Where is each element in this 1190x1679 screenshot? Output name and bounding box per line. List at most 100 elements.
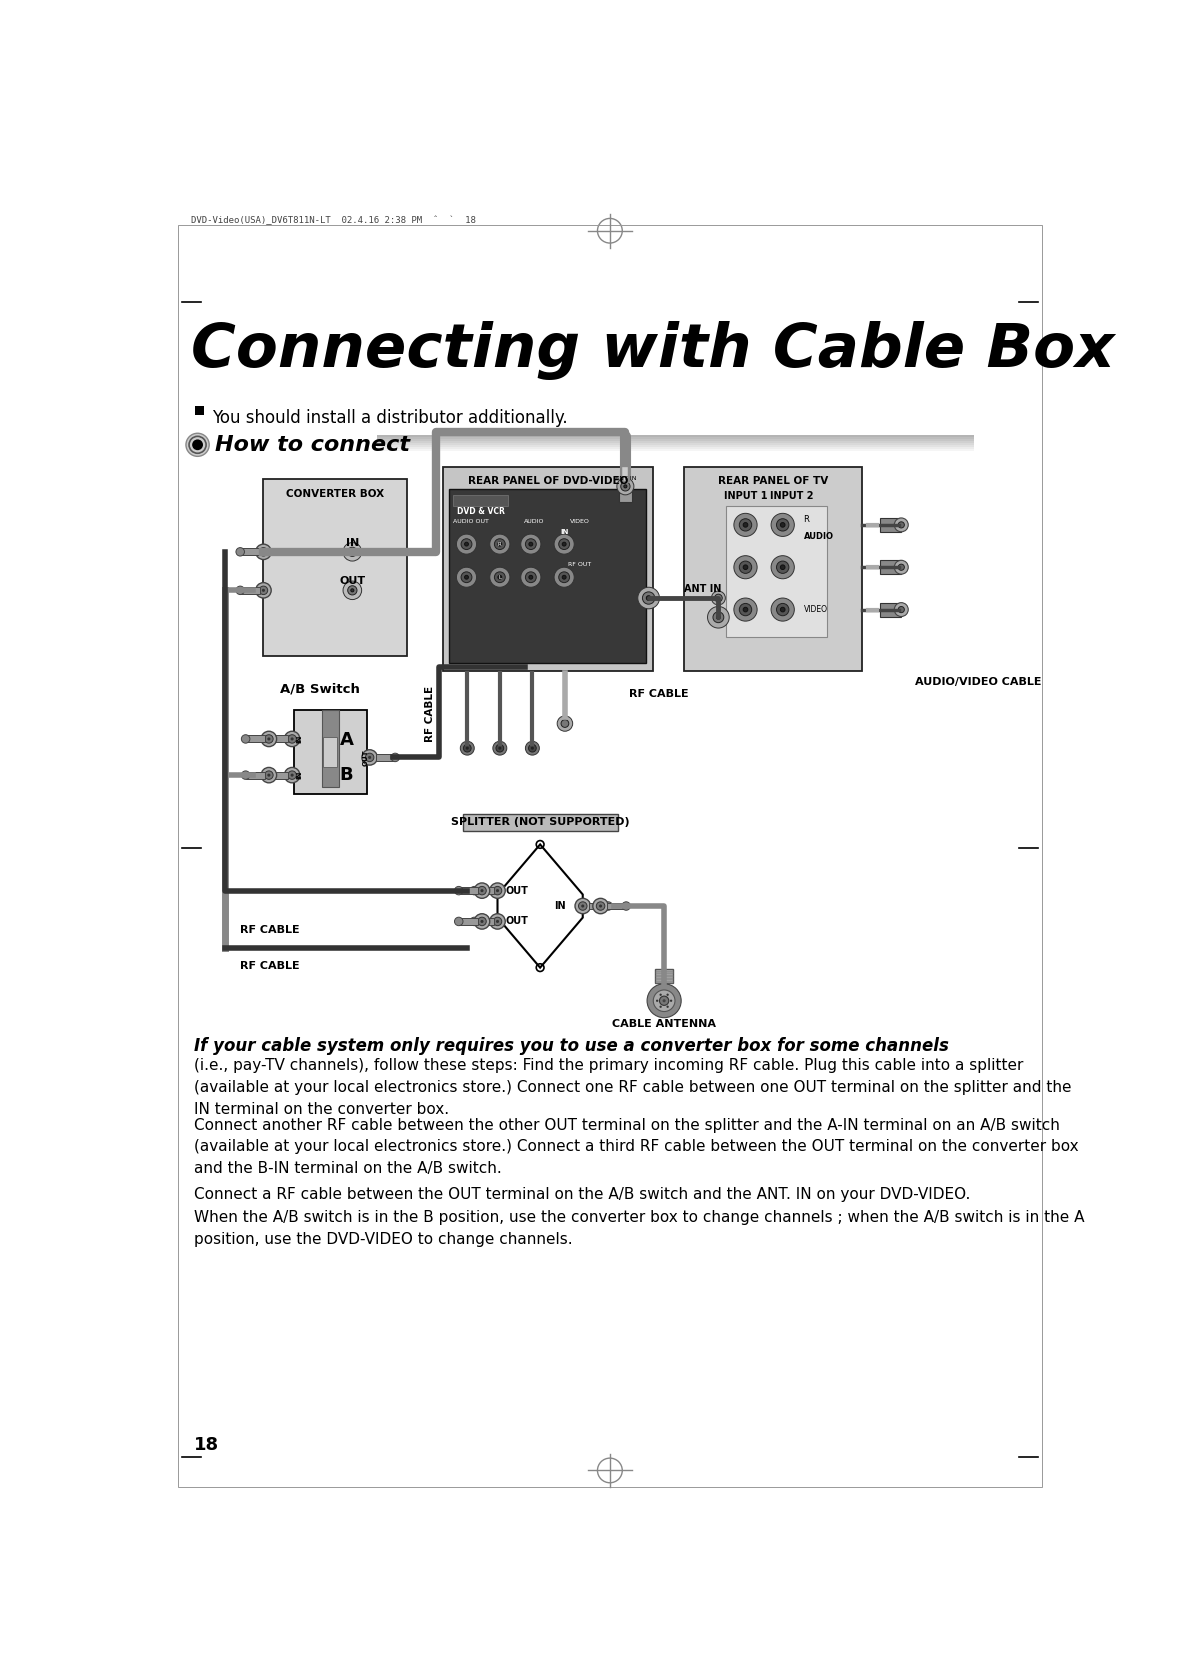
Circle shape (739, 519, 752, 531)
Text: OUT: OUT (339, 576, 365, 586)
Circle shape (599, 905, 602, 908)
Circle shape (490, 883, 506, 898)
Circle shape (264, 735, 274, 744)
Text: A/B Switch: A/B Switch (281, 683, 361, 695)
Circle shape (596, 902, 605, 910)
Circle shape (463, 744, 471, 752)
Text: DVD-Video(USA)_DV6T811N-LT  02.4.16 2:38 PM  ˆ  `  18: DVD-Video(USA)_DV6T811N-LT 02.4.16 2:38 … (192, 215, 476, 225)
Bar (321, 710, 339, 787)
Text: SPLITTER (NOT SUPPORTED): SPLITTER (NOT SUPPORTED) (451, 818, 630, 828)
Bar (654, 969, 674, 982)
Circle shape (186, 433, 209, 457)
Circle shape (898, 522, 904, 527)
Circle shape (663, 999, 665, 1002)
Circle shape (351, 589, 353, 593)
Circle shape (455, 887, 463, 895)
Circle shape (777, 561, 789, 574)
Circle shape (739, 603, 752, 616)
Circle shape (461, 740, 475, 756)
Circle shape (457, 568, 476, 588)
Bar (726, 505, 827, 636)
Circle shape (578, 902, 587, 910)
Circle shape (493, 917, 502, 925)
Circle shape (477, 887, 487, 895)
Bar (619, 487, 632, 502)
Bar (377, 445, 975, 447)
Bar (656, 972, 672, 974)
Circle shape (284, 767, 300, 782)
Circle shape (659, 996, 669, 1006)
Circle shape (493, 887, 502, 895)
Circle shape (659, 1006, 662, 1007)
Text: CABLE ANTENNA: CABLE ANTENNA (612, 1019, 716, 1029)
Text: VIDEO: VIDEO (570, 519, 589, 524)
Bar (450, 489, 646, 663)
Circle shape (744, 608, 747, 611)
Text: When the A/B switch is in the B position, use the converter box to change channe: When the A/B switch is in the B position… (194, 1211, 1084, 1247)
Bar (294, 710, 368, 794)
Text: RF CABLE: RF CABLE (240, 962, 300, 972)
Circle shape (351, 551, 353, 554)
Text: INPUT 2: INPUT 2 (770, 492, 814, 502)
Circle shape (895, 517, 908, 532)
Circle shape (496, 890, 499, 892)
Bar (377, 448, 975, 450)
Circle shape (744, 522, 747, 527)
Bar (377, 435, 975, 437)
Circle shape (256, 544, 271, 559)
Circle shape (461, 573, 472, 583)
Text: You should install a distributor additionally.: You should install a distributor additio… (212, 410, 568, 428)
Circle shape (290, 737, 294, 740)
Circle shape (475, 883, 490, 898)
Text: IN: IN (555, 902, 565, 912)
Text: OUT: OUT (506, 917, 528, 927)
Circle shape (895, 561, 908, 574)
Circle shape (455, 917, 463, 925)
Text: ANT IN: ANT IN (614, 475, 637, 480)
Circle shape (470, 917, 478, 925)
Circle shape (557, 715, 572, 732)
Circle shape (734, 598, 757, 621)
Text: AUDIO: AUDIO (525, 519, 545, 524)
Bar (879, 561, 901, 574)
Text: OUT: OUT (363, 749, 369, 766)
Circle shape (526, 573, 537, 583)
Circle shape (362, 751, 377, 766)
Circle shape (494, 539, 506, 549)
Bar (377, 437, 975, 438)
Circle shape (496, 920, 499, 923)
Circle shape (777, 519, 789, 531)
Circle shape (497, 542, 502, 546)
Circle shape (242, 771, 250, 779)
Text: R: R (497, 542, 502, 547)
Bar (656, 977, 672, 981)
Bar (656, 974, 672, 977)
Text: ANT IN: ANT IN (684, 584, 721, 594)
Circle shape (236, 547, 244, 556)
Circle shape (268, 774, 270, 777)
Circle shape (259, 547, 268, 556)
Text: AUDIO/VIDEO CABLE: AUDIO/VIDEO CABLE (915, 677, 1041, 687)
Circle shape (461, 539, 472, 549)
Circle shape (653, 991, 675, 1011)
Bar (607, 903, 626, 910)
Circle shape (261, 732, 276, 747)
Text: VIDEO: VIDEO (803, 604, 827, 615)
Circle shape (781, 608, 785, 611)
Circle shape (670, 999, 672, 1002)
Circle shape (236, 586, 244, 594)
Bar (452, 495, 508, 505)
Circle shape (392, 754, 400, 762)
Circle shape (365, 754, 374, 762)
Bar (475, 918, 494, 925)
Circle shape (622, 902, 631, 910)
Text: L: L (499, 574, 501, 579)
Circle shape (560, 720, 569, 727)
Circle shape (368, 756, 371, 759)
Circle shape (898, 564, 904, 571)
Bar (324, 737, 337, 767)
Circle shape (781, 522, 785, 527)
Circle shape (288, 735, 296, 744)
Circle shape (490, 534, 509, 554)
Circle shape (457, 534, 476, 554)
